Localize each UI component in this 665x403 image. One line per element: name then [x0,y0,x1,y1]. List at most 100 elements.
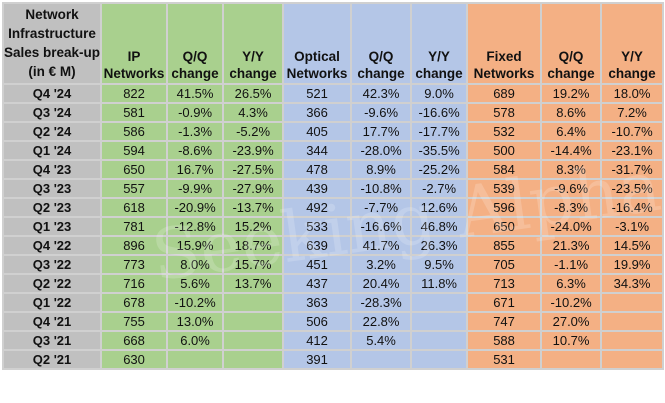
cell-fixed-networks: 713 [466,273,543,294]
cell-ip-networks: 650 [100,159,169,180]
cell-optical-qq-change: 17.7% [350,121,413,142]
period-label: Q4 '22 [1,235,103,256]
table-row: Q2 '21 630 391 531 [1,349,665,370]
cell-fixed-yy-change: 14.5% [600,235,665,256]
cell-optical-yy-change: -25.2% [410,159,469,180]
corner-header-line: Sales break-up [4,45,101,60]
cell-fixed-networks: 705 [466,254,543,275]
cell-ip-networks: 557 [100,178,169,199]
column-header-ip-yy-change: Y/Y change [222,2,285,85]
cell-optical-yy-change: 11.8% [410,273,469,294]
table-row: Q3 '23 557 -9.9% -27.9% 439 -10.8% -2.7% 539 -9.… [1,178,665,199]
cell-fixed-networks: 578 [466,102,543,123]
cell-ip-networks: 678 [100,292,169,313]
period-label: Q1 '22 [1,292,103,313]
cell-ip-networks: 781 [100,216,169,237]
cell-ip-yy-change: 15.7% [222,254,285,275]
cell-fixed-networks: 747 [466,311,543,332]
period-label: Q3 '21 [1,330,103,351]
cell-optical-yy-change: 12.6% [410,197,469,218]
corner-header-line: (in € M) [28,64,76,79]
cell-optical-qq-change: -16.6% [350,216,413,237]
table-row: Q3 '22 773 8.0% 15.7% 451 3.2% 9.5% 705 -1.1% 19.… [1,254,665,275]
cell-optical-networks: 437 [282,273,353,294]
table-row: Q3 '24 581 -0.9% 4.3% 366 -9.6% -16.6% 578 8.6% 7… [1,102,665,123]
cell-fixed-networks: 531 [466,349,543,370]
header-line: Q/Q [558,49,584,64]
period-label: Q2 '23 [1,197,103,218]
cell-fixed-yy-change [600,330,665,351]
header-line: change [608,66,656,81]
cell-ip-networks: 594 [100,140,169,161]
header-line: change [229,66,277,81]
cell-optical-qq-change: -28.0% [350,140,413,161]
table-row: Q4 '24 822 41.5% 26.5% 521 42.3% 9.0% 689 19.2% 1… [1,83,665,104]
cell-fixed-qq-change: 6.3% [540,273,603,294]
cell-fixed-networks: 584 [466,159,543,180]
cell-ip-networks: 716 [100,273,169,294]
cell-ip-qq-change: -0.9% [166,102,225,123]
cell-fixed-yy-change: -31.7% [600,159,665,180]
header-row: Network Infrastructure Sales break-up (i… [1,2,665,85]
cell-fixed-networks: 689 [466,83,543,104]
cell-optical-yy-change [410,330,469,351]
cell-fixed-qq-change: -1.1% [540,254,603,275]
cell-optical-networks: 478 [282,159,353,180]
period-label: Q3 '24 [1,102,103,123]
cell-fixed-qq-change: 6.4% [540,121,603,142]
cell-optical-qq-change: -10.8% [350,178,413,199]
table-row: Q1 '23 781 -12.8% 15.2% 533 -16.6% 46.8% 650 -24… [1,216,665,237]
cell-ip-networks: 755 [100,311,169,332]
cell-ip-qq-change: -12.8% [166,216,225,237]
cell-fixed-yy-change [600,349,665,370]
cell-fixed-networks: 500 [466,140,543,161]
corner-header-line: Network [25,7,79,22]
cell-optical-qq-change: 41.7% [350,235,413,256]
cell-ip-yy-change: -23.9% [222,140,285,161]
table-row: Q4 '21 755 13.0% 506 22.8% 747 27.0% [1,311,665,332]
cell-ip-yy-change: -5.2% [222,121,285,142]
cell-ip-qq-change: -1.3% [166,121,225,142]
cell-optical-yy-change: 26.3% [410,235,469,256]
cell-optical-qq-change: 22.8% [350,311,413,332]
cell-optical-yy-change: -17.7% [410,121,469,142]
cell-optical-qq-change: -9.6% [350,102,413,123]
cell-ip-yy-change: -27.5% [222,159,285,180]
cell-ip-yy-change: -13.7% [222,197,285,218]
cell-optical-networks: 533 [282,216,353,237]
table-row: Q3 '21 668 6.0% 412 5.4% 588 10.7% [1,330,665,351]
period-label: Q4 '23 [1,159,103,180]
cell-fixed-networks: 532 [466,121,543,142]
cell-fixed-yy-change: -3.1% [600,216,665,237]
cell-ip-yy-change: 13.7% [222,273,285,294]
header-line: Fixed [486,49,522,64]
cell-ip-networks: 630 [100,349,169,370]
cell-fixed-qq-change: -24.0% [540,216,603,237]
cell-optical-networks: 366 [282,102,353,123]
cell-ip-qq-change: 6.0% [166,330,225,351]
cell-optical-yy-change [410,349,469,370]
cell-fixed-qq-change: 27.0% [540,311,603,332]
cell-ip-networks: 586 [100,121,169,142]
cell-ip-yy-change: 15.2% [222,216,285,237]
column-header-fixed-yy-change: Y/Y change [600,2,665,85]
table-row: Q2 '23 618 -20.9% -13.7% 492 -7.7% 12.6% 596 -8.… [1,197,665,218]
cell-ip-qq-change: 8.0% [166,254,225,275]
cell-fixed-yy-change: -16.4% [600,197,665,218]
cell-fixed-yy-change: -23.5% [600,178,665,199]
cell-optical-networks: 439 [282,178,353,199]
cell-ip-yy-change: -27.9% [222,178,285,199]
cell-fixed-qq-change: 8.6% [540,102,603,123]
table-row: Q4 '22 896 15.9% 18.7% 639 41.7% 26.3% 855 21.3%… [1,235,665,256]
corner-header: Network Infrastructure Sales break-up (i… [1,2,103,85]
period-label: Q4 '21 [1,311,103,332]
cell-optical-yy-change: -16.6% [410,102,469,123]
cell-optical-qq-change: 20.4% [350,273,413,294]
cell-optical-qq-change: -7.7% [350,197,413,218]
table-row: Q1 '24 594 -8.6% -23.9% 344 -28.0% -35.5% 500 -1… [1,140,665,161]
cell-optical-qq-change: 3.2% [350,254,413,275]
cell-fixed-networks: 539 [466,178,543,199]
table-row: Q1 '22 678 -10.2% 363 -28.3% 671 -10.2% [1,292,665,313]
cell-optical-qq-change: 8.9% [350,159,413,180]
cell-fixed-networks: 855 [466,235,543,256]
